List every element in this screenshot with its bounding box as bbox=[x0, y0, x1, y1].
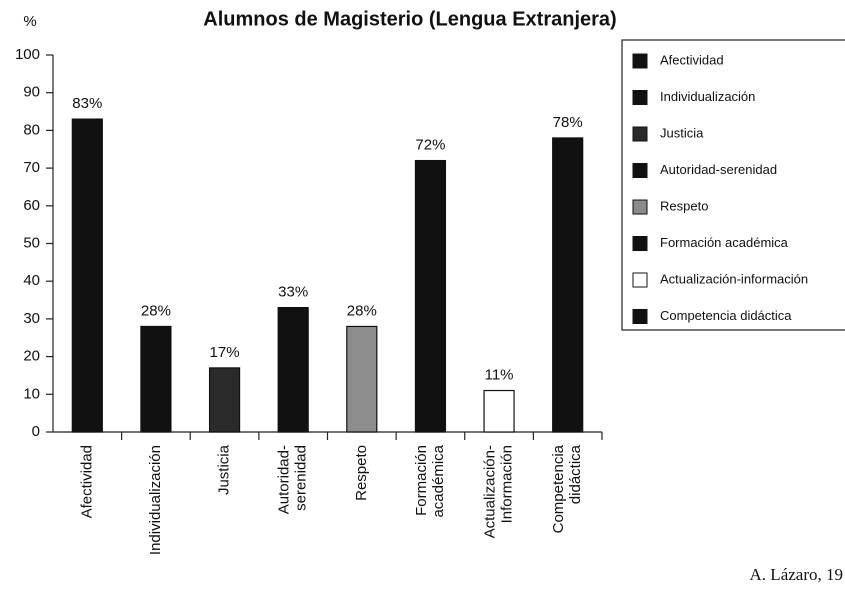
legend-swatch bbox=[632, 309, 648, 324]
value-label: 83% bbox=[72, 95, 102, 112]
x-tick-label: Competencia bbox=[550, 444, 567, 533]
chart-title: Alumnos de Magisterio (Lengua Extranjera… bbox=[203, 8, 616, 30]
bar bbox=[208, 367, 241, 433]
x-tick-label: Información bbox=[499, 445, 516, 523]
y-tick-label: 10 bbox=[23, 385, 40, 402]
bar bbox=[414, 159, 447, 433]
x-tick-label: Autoridad- bbox=[276, 445, 293, 514]
legend-swatch bbox=[632, 272, 648, 288]
x-tick-label: Justicia bbox=[216, 444, 233, 495]
bar bbox=[346, 325, 378, 433]
y-tick-label: 0 bbox=[32, 423, 40, 440]
value-label: 33% bbox=[278, 284, 308, 301]
legend-label: Autoridad-serenidad bbox=[660, 162, 777, 177]
y-tick-label: 30 bbox=[23, 310, 40, 327]
legend-label: Respeto bbox=[660, 198, 708, 213]
legend-box bbox=[621, 39, 845, 331]
legend-label: Actualización-información bbox=[660, 271, 808, 286]
x-tick-label: Formación bbox=[413, 445, 430, 516]
y-tick-label: 90 bbox=[23, 84, 40, 101]
x-tick-label: Actualización- bbox=[482, 445, 499, 538]
x-tick-label: didáctica bbox=[567, 444, 584, 504]
legend-swatch bbox=[632, 236, 648, 251]
y-tick-label: 40 bbox=[23, 272, 40, 289]
value-label: 78% bbox=[553, 114, 583, 131]
x-tick-label: Afectividad bbox=[78, 445, 95, 518]
legend-swatch bbox=[632, 90, 648, 105]
legend-label: Individualización bbox=[660, 89, 755, 104]
y-tick-label: 80 bbox=[23, 121, 40, 138]
legend-swatch bbox=[632, 126, 648, 142]
bar bbox=[277, 306, 309, 433]
value-label: 72% bbox=[415, 137, 445, 154]
legend-label: Competencia didáctica bbox=[660, 308, 792, 323]
x-tick-label: serenidad bbox=[293, 445, 310, 511]
value-label: 28% bbox=[141, 302, 171, 319]
legend-label: Afectividad bbox=[660, 52, 724, 67]
value-label: 17% bbox=[210, 344, 240, 361]
y-tick-label: 50 bbox=[23, 234, 40, 251]
x-tick-label: Individualización bbox=[147, 445, 164, 555]
bar bbox=[483, 389, 515, 433]
y-axis-label: % bbox=[23, 13, 36, 30]
bar bbox=[71, 118, 103, 433]
y-tick-label: 60 bbox=[23, 197, 40, 214]
y-tick-label: 70 bbox=[23, 159, 40, 176]
legend-label: Justicia bbox=[660, 125, 704, 140]
y-tick-label: 100 bbox=[15, 46, 40, 63]
legend-swatch bbox=[632, 53, 648, 69]
y-tick-label: 20 bbox=[23, 348, 40, 365]
legend-swatch bbox=[632, 163, 648, 178]
legend-swatch bbox=[632, 199, 648, 215]
x-tick-label: Respeto bbox=[353, 445, 370, 501]
source: A. Lázaro, 19 bbox=[750, 565, 843, 584]
bar bbox=[140, 325, 172, 433]
bar bbox=[552, 137, 584, 433]
x-tick-label: académica bbox=[430, 444, 447, 517]
value-label: 28% bbox=[347, 302, 377, 319]
value-label: 11% bbox=[485, 366, 514, 383]
legend-label: Formación académica bbox=[660, 235, 789, 250]
